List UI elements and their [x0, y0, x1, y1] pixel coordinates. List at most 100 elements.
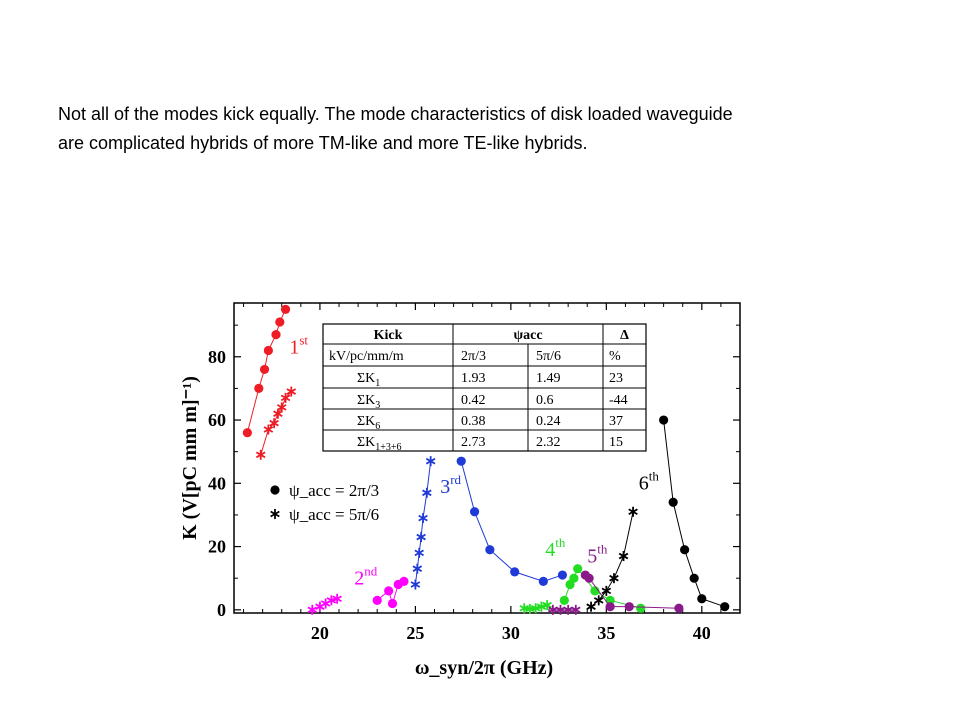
data-point — [326, 595, 337, 606]
data-point — [255, 449, 266, 460]
table-row-label: ΣK1 — [357, 371, 380, 389]
series-3rd-dot — [456, 456, 568, 586]
data-point — [674, 603, 684, 613]
table-header-cell: ψacc — [513, 328, 542, 343]
data-point — [410, 579, 421, 590]
mode-label-suffix: nd — [364, 564, 378, 579]
data-point — [286, 386, 297, 397]
data-point — [618, 551, 629, 562]
table-cell: 2.73 — [461, 435, 486, 450]
data-point — [263, 424, 274, 435]
mode-label: 1st — [289, 333, 308, 359]
series-5th-star — [548, 604, 581, 615]
x-tick-label: 40 — [693, 623, 711, 643]
star-stroke — [571, 606, 581, 614]
table-row-label: kV/pc/mm/m — [329, 349, 404, 364]
data-point — [628, 506, 638, 517]
star-stroke — [422, 489, 432, 497]
table-cell: 0.38 — [461, 414, 486, 429]
data-point — [469, 507, 480, 517]
data-point — [601, 585, 612, 596]
star-stroke — [593, 597, 604, 604]
x-tick-label: 20 — [311, 623, 329, 643]
series-layer — [242, 304, 730, 615]
data-point — [280, 392, 291, 403]
data-point — [269, 418, 279, 429]
data-point — [624, 602, 634, 612]
star-stroke — [320, 600, 331, 607]
data-point — [530, 603, 541, 614]
mode-label-suffix: th — [649, 469, 660, 484]
data-point — [412, 563, 423, 574]
data-point — [542, 600, 552, 611]
caption-line-1: Not all of the modes kick equally. The m… — [58, 104, 733, 124]
data-point — [586, 601, 596, 612]
series-3rd-star — [410, 456, 436, 590]
data-point — [557, 570, 568, 580]
data-point — [536, 601, 547, 612]
data-point — [259, 364, 270, 375]
data-point — [697, 594, 707, 604]
star-stroke — [563, 606, 573, 614]
data-point — [263, 345, 273, 356]
y-tick-label: 80 — [208, 347, 226, 367]
data-point — [548, 604, 558, 615]
data-point — [456, 456, 466, 466]
mode-label-number: 4 — [545, 539, 555, 561]
mode-label-suffix: th — [597, 541, 608, 556]
table-cell: 5π/6 — [536, 349, 561, 364]
table-row-label: ΣK6 — [357, 414, 380, 432]
data-point — [609, 573, 619, 584]
series-2nd-dot — [372, 576, 409, 609]
table-cell: 2π/3 — [461, 349, 486, 364]
plot-frame — [233, 302, 741, 614]
legend: ψ_acc = 2π/3 ψ_acc = 5π/6 — [270, 481, 379, 524]
data-point — [384, 586, 394, 596]
star-stroke — [548, 606, 558, 614]
y-tick-label: 0 — [217, 600, 226, 620]
series-1st-star — [255, 386, 297, 460]
table-row-label: ΣK3 — [357, 393, 380, 411]
star-stroke — [410, 581, 421, 588]
series-4th-star — [519, 600, 552, 614]
table-row-label-subscript: 3 — [375, 400, 380, 411]
star-stroke — [286, 388, 297, 395]
table-cell: 2.32 — [536, 435, 561, 450]
mode-label: 4th — [545, 535, 566, 561]
legend-dot-marker — [270, 485, 280, 495]
data-point — [538, 576, 548, 586]
data-point — [271, 330, 281, 340]
data-point — [563, 604, 573, 615]
series-5th-dot — [580, 570, 684, 613]
series-4th-dot — [559, 564, 646, 613]
star-stroke — [628, 508, 638, 516]
star-stroke — [601, 587, 612, 595]
x-tick-label: 25 — [406, 623, 424, 643]
data-point — [414, 547, 424, 558]
data-point — [372, 595, 382, 605]
legend-label: ψ_acc = 2π/3 — [289, 481, 379, 500]
series-line — [460, 461, 563, 582]
table-header-cell: Δ — [620, 328, 629, 343]
data-point — [559, 595, 569, 605]
x-tick-label: 35 — [597, 623, 615, 643]
x-axis-label: ω_syn/2π (GHz) — [415, 657, 553, 679]
star-stroke — [414, 549, 424, 557]
y-tick-label: 40 — [208, 473, 226, 493]
data-point — [332, 593, 342, 604]
table-row-label-subscript: 1 — [375, 378, 380, 389]
star-stroke — [412, 565, 423, 572]
data-point — [659, 415, 669, 425]
y-axis-label: K (V[pC mm m]⁻¹) — [179, 376, 201, 540]
mode-label-number: 1 — [289, 337, 299, 359]
series-line — [260, 391, 292, 455]
data-point — [280, 304, 291, 314]
star-stroke — [315, 603, 325, 610]
star-stroke — [618, 552, 629, 560]
series-2nd-star — [307, 593, 342, 615]
caption-line-2: are complicated hybrids of more TM-like … — [58, 133, 588, 153]
star-stroke — [416, 533, 426, 541]
series-1st-dot — [242, 304, 291, 438]
data-point — [425, 456, 436, 467]
